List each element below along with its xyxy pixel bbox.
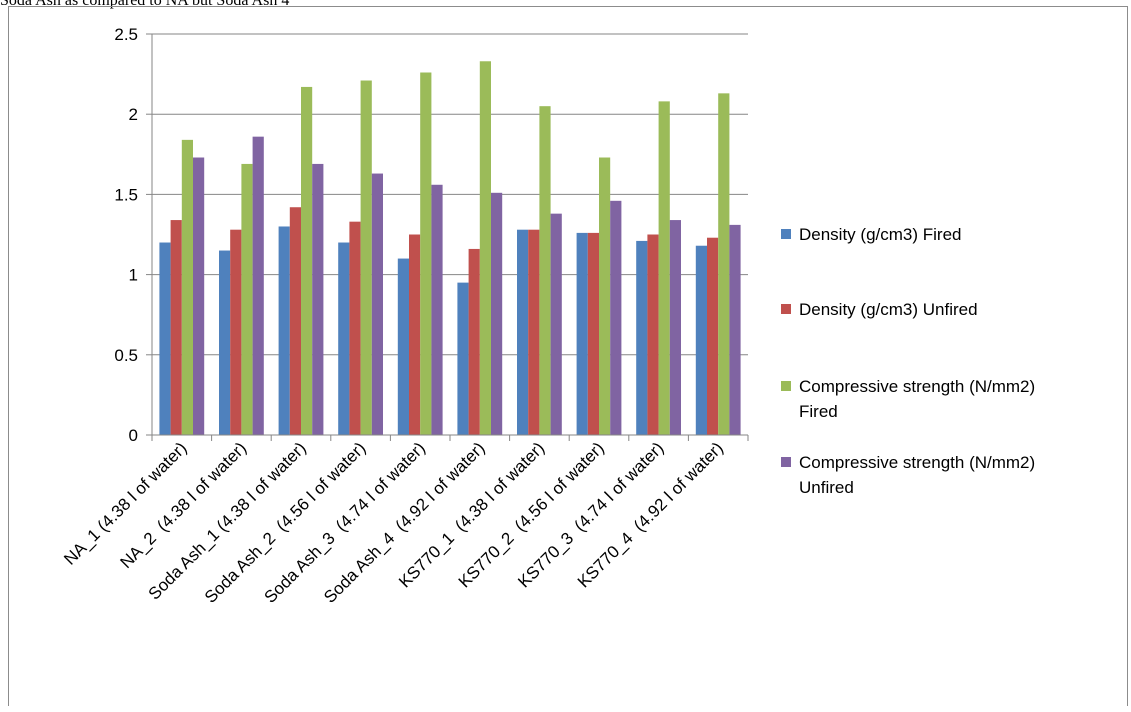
bar [576,232,588,435]
bar [219,250,231,435]
y-tick-label: 1.5 [114,185,138,204]
bar [491,192,503,435]
bar [468,248,480,435]
y-tick-label: 1 [129,266,138,285]
bar [230,229,242,435]
bar [241,163,253,435]
bar [159,242,171,435]
bar [338,242,350,435]
legend-label: Fired [799,402,838,421]
legend-swatch [781,381,791,391]
legend-item: Compressive strength (N/mm2) Unfired [781,453,1035,497]
bars [159,61,741,436]
bar [517,229,529,435]
bar [193,157,205,435]
legend-swatch [781,457,791,467]
bar [636,240,648,435]
bar [397,258,409,435]
bar [599,157,611,435]
bar [718,93,730,436]
legend-label: Density (g/cm3) Unfired [799,300,978,319]
bar [729,224,741,435]
bar-chart: 0 0.5 1 1.5 2 2.5 NA_1 (4.38 l of water)NA_2 … [60,25,1035,607]
bar [539,106,551,436]
bar [457,282,469,435]
bar [301,86,313,435]
y-tick-label: 0 [129,426,138,445]
bar [431,184,443,435]
bar [278,226,290,435]
y-tick-label: 0.5 [114,346,138,365]
bar [587,232,599,435]
bar [289,207,301,435]
bar [312,163,324,435]
bar [181,139,193,435]
axes [146,33,749,441]
bar [610,200,622,435]
legend-item: Compressive strength (N/mm2) Fired [781,377,1035,421]
legend-label: Compressive strength (N/mm2) [799,377,1035,396]
y-tick-label: 2.5 [114,25,138,44]
bar [479,61,491,435]
legend-item: Density (g/cm3) Unfired [781,300,978,319]
bar [252,136,264,435]
y-axis-tick-labels: 0 0.5 1 1.5 2 2.5 [114,25,138,445]
y-tick-label: 2 [129,105,138,124]
bar [371,173,383,435]
bar [170,220,182,435]
bar [360,80,372,436]
legend-swatch [781,304,791,314]
bar [707,237,719,435]
bar [647,234,659,435]
legend-swatch [781,229,791,239]
legend: Density (g/cm3) Fired Density (g/cm3) Unf… [781,225,1035,497]
chart-area: 0 0.5 1 1.5 2 2.5 NA_1 (4.38 l of water) NA_2 … [8,6,1128,706]
legend-label: Compressive strength (N/mm2) [799,453,1035,472]
bar [695,245,707,435]
bar [550,213,562,435]
bar [420,72,432,435]
legend-item: Density (g/cm3) Fired [781,225,961,244]
x-axis-tick-labels: NA_1 (4.38 l of water)NA_2 (4.38 l of wa… [60,438,727,606]
bar [409,234,421,435]
bar [658,101,670,436]
caption-fragment: Soda Ash as compared to NA but Soda Ash … [0,0,290,9]
bar [669,220,681,435]
bar [528,229,540,435]
legend-label: Unfired [799,478,854,497]
bar [349,221,361,435]
legend-label: Density (g/cm3) Fired [799,225,961,244]
